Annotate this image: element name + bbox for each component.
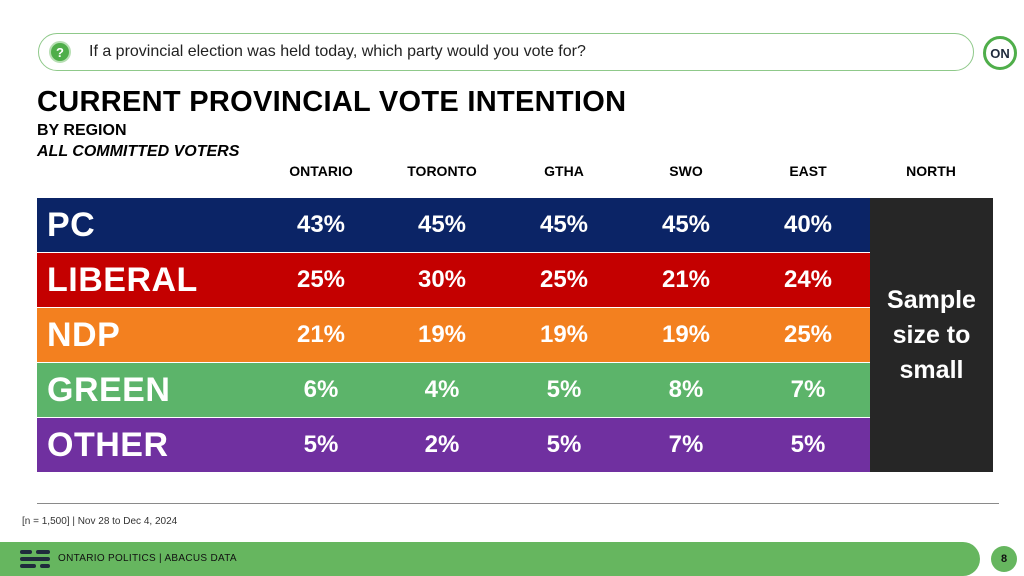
table-cell: 5%: [303, 431, 339, 458]
page-number: 8: [991, 546, 1017, 572]
row-label: PC: [47, 205, 96, 244]
table-cell: 25%: [539, 266, 589, 293]
row-label: OTHER: [47, 425, 169, 464]
table-cell: 21%: [661, 266, 711, 293]
question-text: If a provincial election was held today,…: [89, 43, 586, 60]
footer-text: ONTARIO POLITICS | ABACUS DATA: [58, 553, 237, 564]
row-label: NDP: [47, 315, 121, 354]
footnote: [n = 1,500] | Nov 28 to Dec 4, 2024: [22, 516, 178, 527]
page-subtitle: BY REGION: [37, 122, 127, 139]
table-cell: 19%: [661, 321, 711, 348]
table-cell: 7%: [790, 376, 826, 403]
column-header-east: EAST: [789, 163, 827, 179]
table-row-liberal: LIBERAL 25% 30% 25% 21% 24%: [37, 253, 870, 307]
question-icon: ?: [49, 41, 71, 63]
table-cell: 8%: [668, 376, 704, 403]
table-row-pc: PC 43% 45% 45% 45% 40%: [37, 198, 870, 252]
table-cell: 45%: [417, 211, 467, 238]
table-cell: 6%: [303, 376, 339, 403]
table-cell: 30%: [417, 266, 467, 293]
row-label: GREEN: [47, 370, 171, 409]
table-cell: 19%: [417, 321, 467, 348]
table-cell: 24%: [783, 266, 833, 293]
table-row-green: GREEN 6% 4% 5% 8% 7%: [37, 363, 870, 417]
table-cell: 45%: [539, 211, 589, 238]
north-sample-note-box: Sample size to small: [870, 198, 993, 472]
table-cell: 25%: [296, 266, 346, 293]
column-header-ontario: ONTARIO: [289, 163, 353, 179]
table-cell: 7%: [668, 431, 704, 458]
row-label: LIBERAL: [47, 260, 198, 299]
table-cell: 40%: [783, 211, 833, 238]
table-cell: 25%: [783, 321, 833, 348]
column-header-swo: SWO: [669, 163, 703, 179]
page-title: CURRENT PROVINCIAL VOTE INTENTION: [37, 86, 627, 118]
column-header-toronto: TORONTO: [407, 163, 477, 179]
divider: [37, 503, 999, 504]
question-banner: ? If a provincial election was held toda…: [38, 33, 974, 71]
table-cell: 4%: [424, 376, 460, 403]
table-cell: 5%: [546, 376, 582, 403]
column-header-north: NORTH: [906, 163, 956, 179]
table-cell: 43%: [296, 211, 346, 238]
page-subtitle-population: ALL COMMITTED VOTERS: [37, 143, 240, 160]
table-cell: 19%: [539, 321, 589, 348]
footer-bar: [0, 542, 980, 576]
table-cell: 5%: [546, 431, 582, 458]
table-cell: 2%: [424, 431, 460, 458]
table-cell: 45%: [661, 211, 711, 238]
table-cell: 21%: [296, 321, 346, 348]
abacus-logo-icon: [20, 550, 50, 568]
north-sample-note: Sample size to small: [887, 285, 976, 384]
table-row-other: OTHER 5% 2% 5% 7% 5%: [37, 418, 870, 472]
table-cell: 5%: [790, 431, 826, 458]
on-logo: ON: [983, 36, 1017, 70]
table-row-ndp: NDP 21% 19% 19% 19% 25%: [37, 308, 870, 362]
column-header-gtha: GTHA: [544, 163, 584, 179]
